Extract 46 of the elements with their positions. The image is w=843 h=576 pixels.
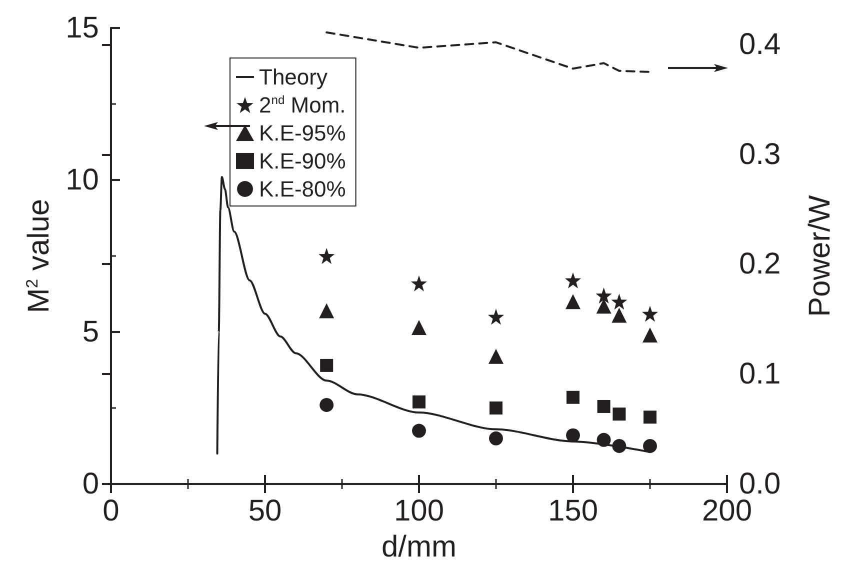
x-tick-label: 150: [548, 494, 598, 528]
point: [643, 439, 657, 453]
point: [566, 428, 580, 442]
point: [411, 275, 427, 292]
y2-tick-label: 0.2: [739, 248, 781, 281]
point: [488, 348, 504, 364]
y-axis-title: M2 value: [22, 198, 56, 314]
y2-axis-title: Power/W: [804, 194, 836, 317]
x-tick-label: 100: [394, 494, 444, 528]
legend-label: Theory: [259, 64, 328, 90]
point: [566, 390, 580, 404]
point: [319, 303, 334, 318]
y-tick-label: 15: [66, 12, 99, 44]
x-tick-label: 50: [248, 494, 282, 528]
point: [318, 248, 335, 264]
legend-label: K.E-90%: [259, 148, 346, 174]
point: [412, 424, 426, 438]
y2-tick-label: 0.4: [739, 28, 781, 61]
point: [412, 395, 426, 408]
point: [642, 328, 658, 343]
point: [612, 308, 627, 323]
point: [596, 298, 612, 314]
legend-label: K.E-95%: [259, 120, 346, 146]
y-tick-label: 5: [82, 316, 99, 348]
x-tick-label: 0: [102, 494, 120, 528]
y2-tick-label: 0.1: [739, 358, 781, 391]
y2-tick-label: 0.3: [739, 138, 781, 171]
point: [596, 288, 612, 304]
point: [612, 408, 626, 421]
point: [642, 306, 658, 322]
point: [566, 294, 580, 310]
point: [320, 358, 334, 372]
point: [489, 431, 503, 446]
point: [565, 272, 581, 288]
point: [490, 402, 502, 414]
point: [488, 308, 504, 325]
legend-label: K.E-80%: [259, 176, 346, 202]
point: [320, 398, 334, 412]
point: [597, 400, 610, 413]
point: [611, 294, 628, 310]
line-series: [326, 31, 651, 73]
y-tick-label: 10: [66, 164, 99, 196]
x-axis-title: d/mm: [382, 530, 456, 564]
point: [412, 320, 426, 335]
point: [644, 410, 656, 424]
y-tick-label: 0: [82, 468, 99, 500]
